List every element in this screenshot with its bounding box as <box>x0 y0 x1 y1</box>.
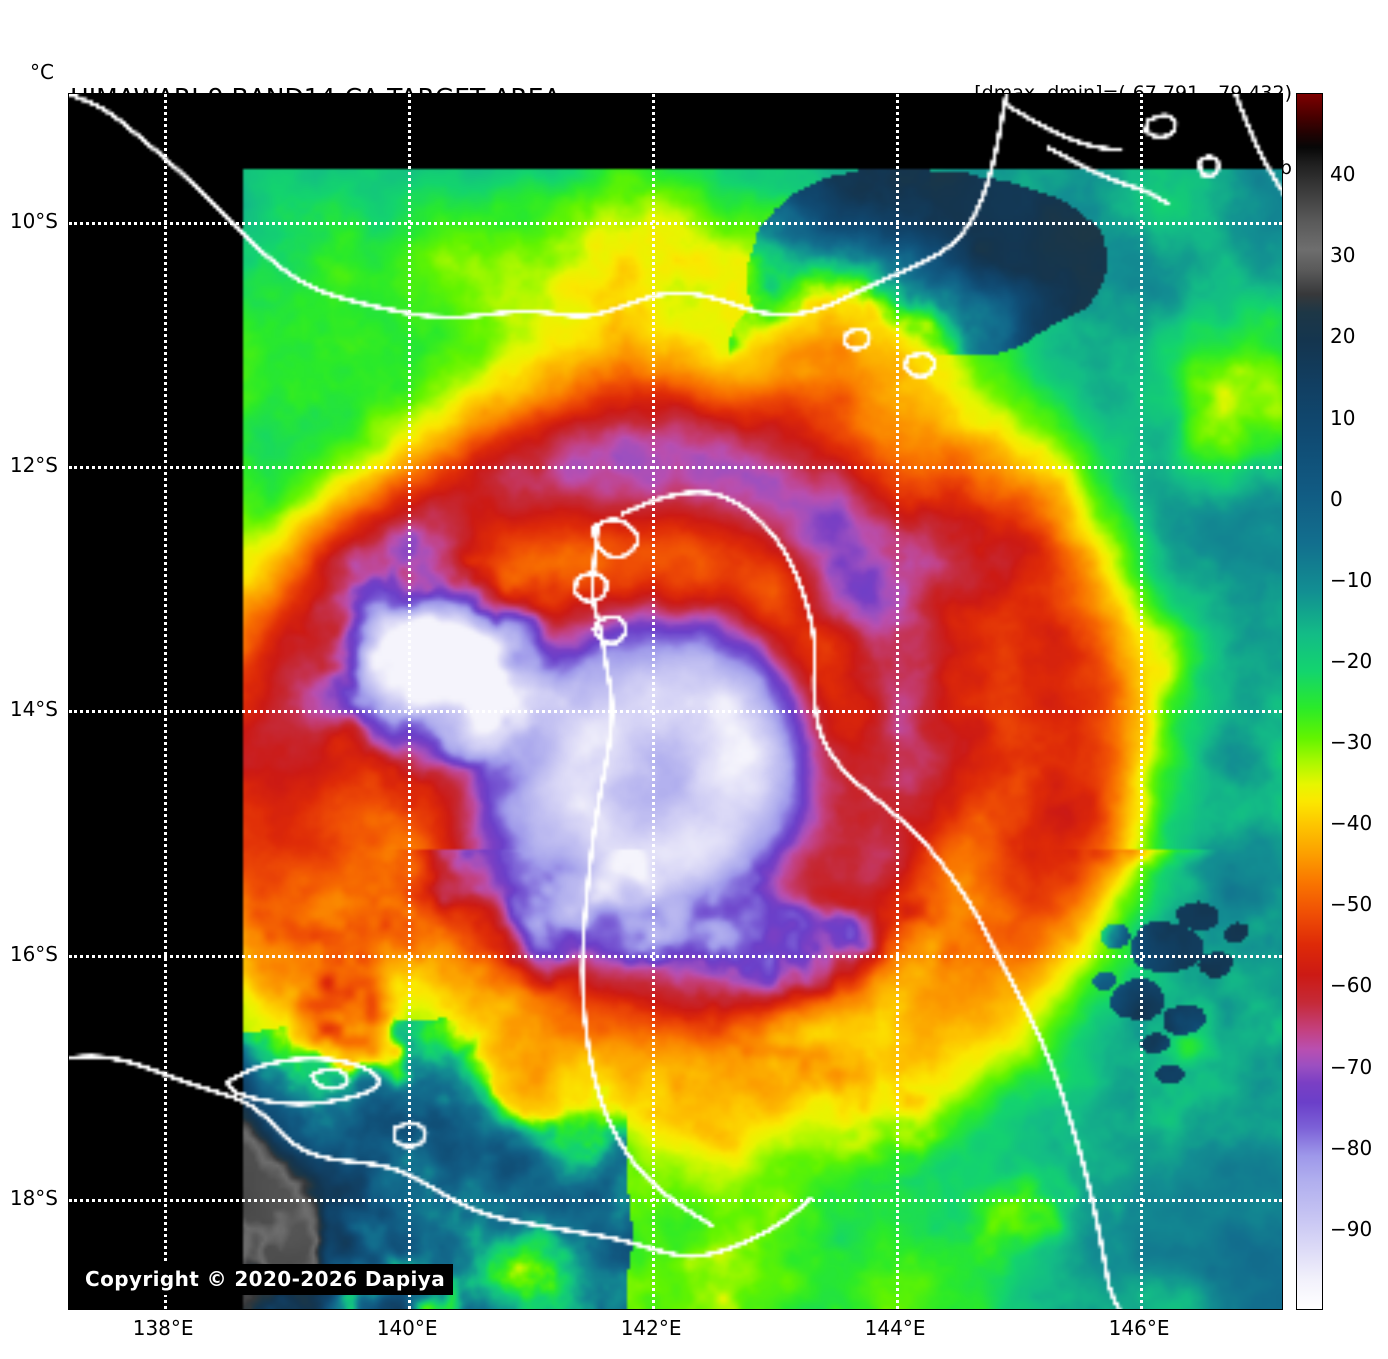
colorbar-tick-label: −90 <box>1330 1216 1373 1241</box>
y-axis-tick-label: 12°S <box>9 453 58 478</box>
colorbar-unit-label: °C <box>30 60 54 84</box>
colorbar-gradient-strip <box>1296 93 1323 1310</box>
infrared-brightness-temperature-raster <box>69 94 1282 1309</box>
y-axis-tick-label: 14°S <box>9 697 58 722</box>
temperature-colorbar[interactable] <box>1296 93 1323 1310</box>
colorbar-tick-label: 40 <box>1330 162 1356 187</box>
colorbar-tick-label: −40 <box>1330 811 1373 836</box>
x-axis-tick-label: 138°E <box>132 1316 194 1340</box>
colorbar-tick-label: −50 <box>1330 892 1373 917</box>
colorbar-tick-label: 0 <box>1330 486 1343 511</box>
colorbar-tick-label: −70 <box>1330 1054 1373 1079</box>
colorbar-tick-label: 30 <box>1330 243 1356 268</box>
colorbar-tick-label: −80 <box>1330 1135 1373 1160</box>
satellite-image-plot[interactable]: Copyright © 2020-2026 Dapiya <box>68 93 1283 1310</box>
x-axis-tick-label: 140°E <box>376 1316 438 1340</box>
colorbar-tick-label: −60 <box>1330 973 1373 998</box>
colorbar-tick-label: 20 <box>1330 324 1356 349</box>
y-axis-tick-label: 10°S <box>9 209 58 234</box>
colorbar-tick-label: −30 <box>1330 730 1373 755</box>
x-axis-tick-label: 144°E <box>864 1316 926 1340</box>
x-axis-tick-label: 142°E <box>620 1316 682 1340</box>
y-axis-tick-label: 16°S <box>9 941 58 966</box>
x-axis-tick-label: 146°E <box>1108 1316 1170 1340</box>
y-axis-tick-label: 18°S <box>9 1185 58 1210</box>
colorbar-tick-label: −10 <box>1330 567 1373 592</box>
copyright-notice: Copyright © 2020-2026 Dapiya <box>77 1264 454 1295</box>
colorbar-tick-label: 10 <box>1330 405 1356 430</box>
colorbar-tick-label: −20 <box>1330 648 1373 673</box>
